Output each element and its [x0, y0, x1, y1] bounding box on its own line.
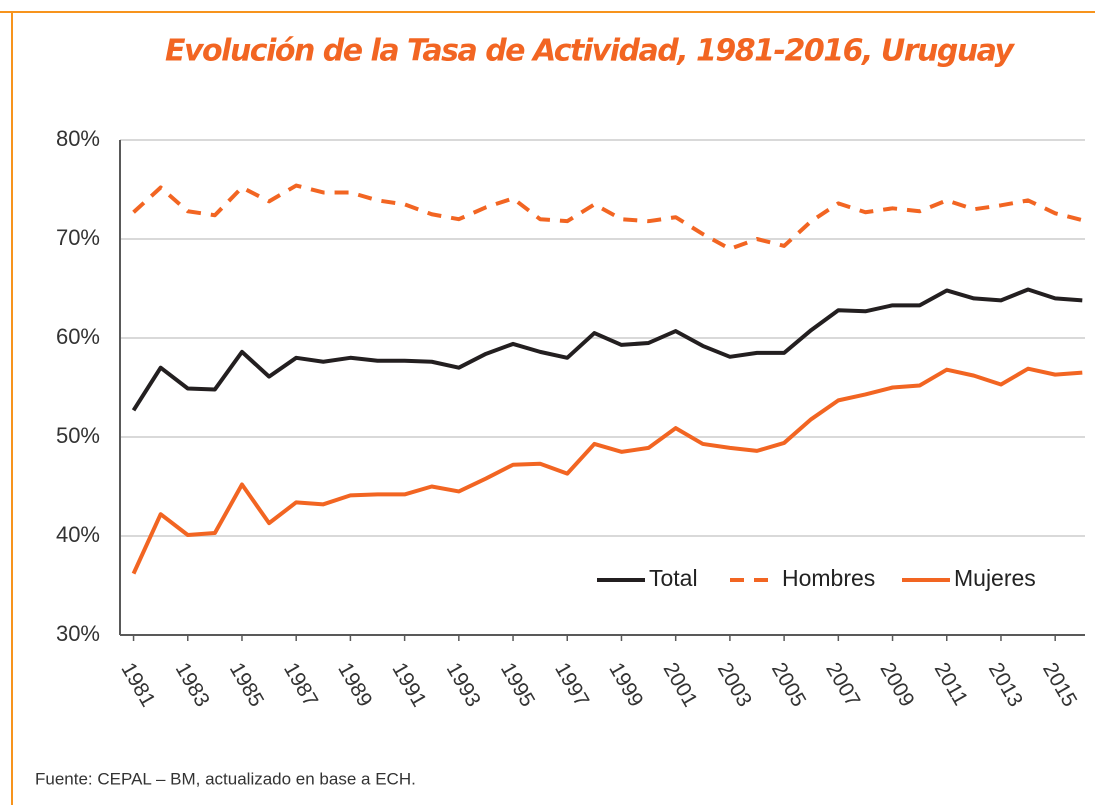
x-tick-label: 1999	[604, 659, 647, 711]
legend-label: Total	[649, 565, 698, 591]
x-tick-label: 1981	[116, 659, 159, 711]
x-tick-label: 1987	[279, 659, 322, 711]
series-line	[132, 183, 1083, 251]
x-tick-label: 1995	[496, 659, 539, 711]
y-tick-label: 70%	[56, 225, 100, 250]
x-tick-label: 1989	[333, 659, 376, 711]
x-tick-label: 2011	[930, 659, 973, 710]
x-tick-label: 1985	[225, 659, 268, 711]
x-tick-label: 1991	[387, 659, 430, 711]
x-tick-label: 2001	[659, 659, 702, 711]
x-tick-label: 2005	[767, 659, 810, 711]
source-note: Fuente: CEPAL – BM, actualizado en base …	[35, 769, 416, 788]
x-tick-label: 2007	[821, 659, 864, 711]
x-tick-label: 1983	[171, 659, 214, 711]
x-tick-label: 2009	[875, 659, 918, 711]
y-tick-label: 60%	[56, 324, 100, 349]
chart-title: Evolución de la Tasa de Actividad, 1981-…	[165, 34, 1016, 69]
y-tick-label: 80%	[56, 126, 100, 151]
x-tick-label: 2013	[984, 659, 1027, 711]
y-tick-label: 50%	[56, 423, 100, 448]
series-line	[131, 366, 1083, 575]
y-tick-label: 40%	[56, 522, 100, 547]
legend-label: Hombres	[782, 565, 875, 591]
legend-label: Mujeres	[954, 565, 1036, 591]
x-tick-label: 1997	[550, 659, 593, 711]
y-tick-label: 30%	[56, 621, 100, 646]
x-tick-label: 2015	[1038, 659, 1081, 711]
x-tick-label: 1993	[442, 659, 485, 711]
series-line	[131, 287, 1083, 412]
x-tick-label: 2003	[713, 659, 756, 711]
